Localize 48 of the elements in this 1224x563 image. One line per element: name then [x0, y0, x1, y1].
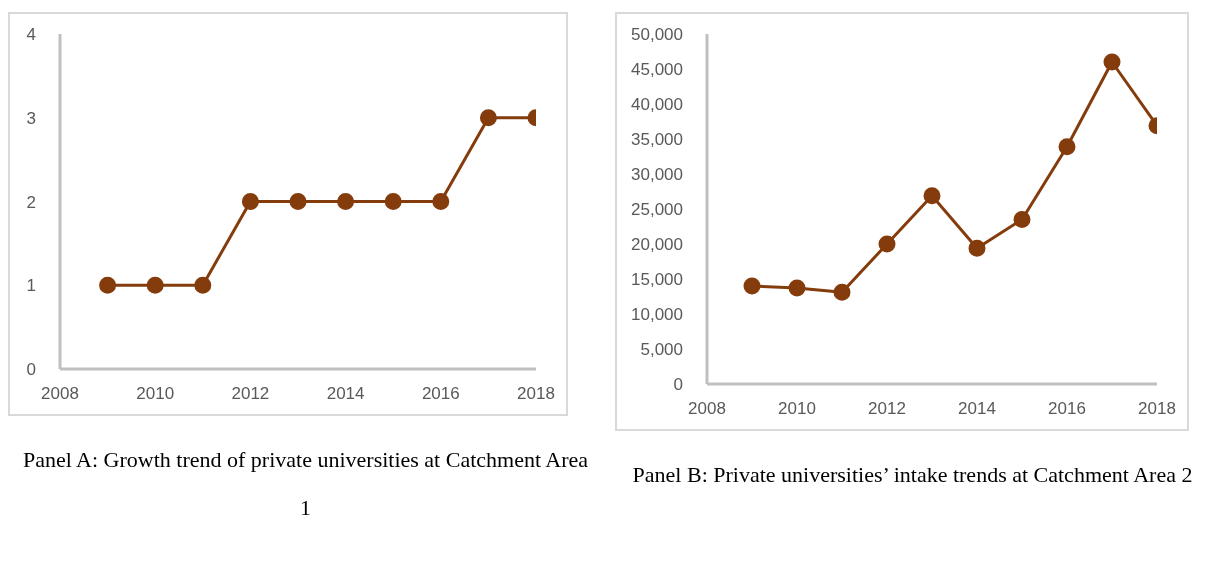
y-tick-label: 15,000 [631, 270, 683, 290]
x-tick-label: 2010 [778, 399, 816, 419]
y-tick-label: 35,000 [631, 130, 683, 150]
point [99, 276, 117, 294]
y-tick-label: 50,000 [631, 25, 683, 45]
y-tick-label: 25,000 [631, 200, 683, 220]
y-tick-label: 45,000 [631, 60, 683, 80]
point [923, 187, 941, 205]
text: Panel B: Private universities’ intake trends at Catchment Area 2 [631, 461, 1194, 489]
x-tick-label: 2012 [868, 399, 906, 419]
y-tick-label: 1 [26, 276, 36, 296]
point [432, 193, 450, 210]
y-tick-label: 10,000 [631, 305, 683, 325]
x-tick-label: 2008 [688, 399, 726, 419]
y-tick-label: 0 [26, 360, 36, 380]
point [878, 235, 896, 253]
x-tick-label: 2008 [41, 384, 79, 404]
point [337, 193, 355, 210]
y-tick-label: 0 [673, 375, 683, 395]
y-tick-label: 4 [26, 25, 36, 45]
y-tick-label: 3 [26, 108, 36, 128]
y-tick-label: 5,000 [640, 340, 683, 360]
x-tick-label: 2012 [231, 384, 270, 404]
point [1013, 211, 1031, 228]
x-tick-label: 2014 [958, 399, 996, 419]
point [146, 276, 164, 294]
x-tick-label: 2010 [136, 384, 175, 404]
point [1103, 53, 1121, 71]
point [1058, 138, 1076, 156]
y-tick-label: 30,000 [631, 165, 683, 185]
y-tick-label: 20,000 [631, 235, 683, 255]
point [743, 277, 761, 295]
y-tick-label: 40,000 [631, 95, 683, 115]
x-tick-label: 2016 [421, 384, 460, 404]
point [968, 239, 986, 257]
point [788, 279, 806, 297]
point [241, 193, 259, 210]
x-tick-label: 2018 [517, 384, 555, 404]
x-tick-label: 2018 [1138, 399, 1176, 419]
point [833, 283, 851, 301]
y-tick-label: 2 [26, 192, 36, 212]
x-tick-label: 2014 [326, 384, 365, 404]
point [384, 193, 402, 210]
text: Panel A: Growth trend of private universities at Catchment Area 1 [21, 446, 590, 522]
x-tick-label: 2016 [1048, 399, 1086, 419]
point [194, 276, 212, 294]
point [289, 193, 307, 210]
point [479, 109, 497, 127]
